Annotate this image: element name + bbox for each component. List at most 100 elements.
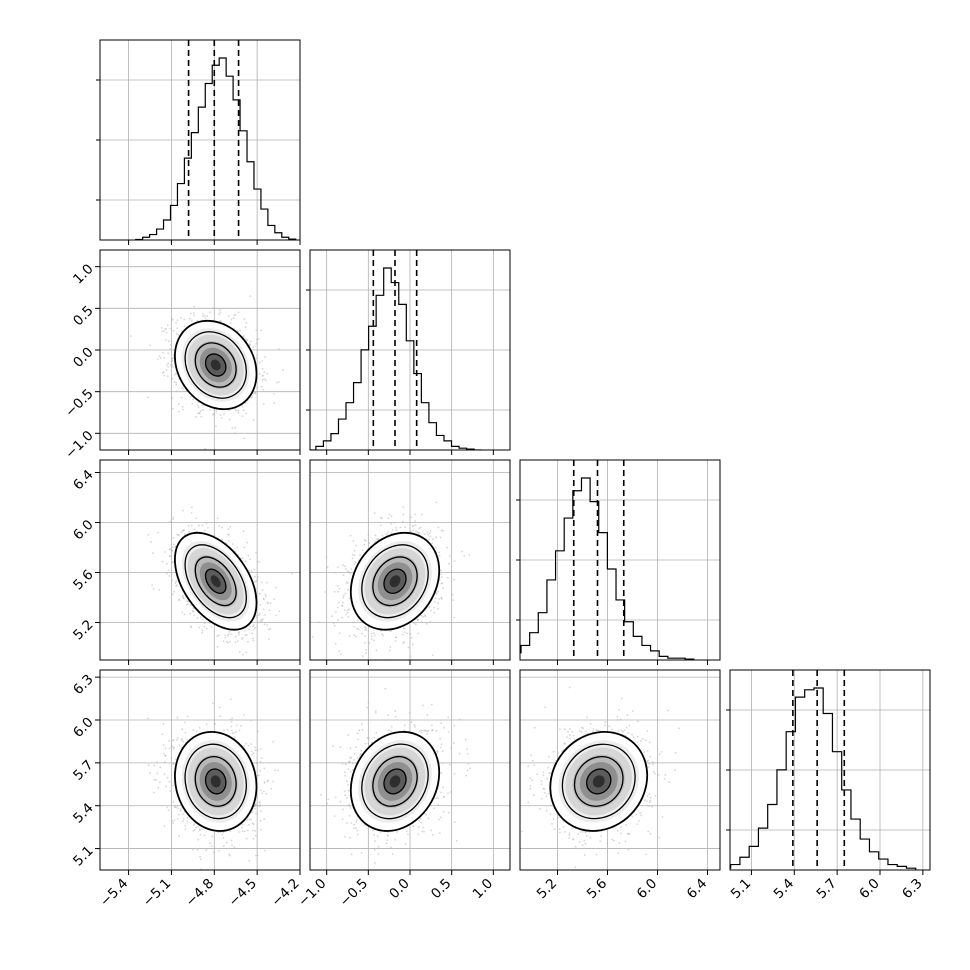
scatter-point — [351, 553, 354, 556]
scatter-point — [439, 536, 442, 539]
scatter-point — [243, 318, 246, 321]
scatter-point — [268, 638, 270, 641]
scatter-point — [402, 506, 405, 508]
scatter-point — [165, 369, 168, 372]
scatter-point — [264, 593, 267, 596]
scatter-point — [356, 627, 359, 630]
scatter-point — [171, 561, 173, 564]
scatter-point — [364, 652, 367, 654]
scatter-point — [178, 744, 181, 747]
scatter-point — [203, 529, 206, 532]
scatter-point — [159, 781, 161, 784]
scatter-point — [325, 556, 328, 559]
scatter-point — [172, 356, 175, 359]
scatter-point — [171, 378, 173, 381]
scatter-point — [342, 596, 345, 599]
scatter-point — [373, 634, 376, 637]
scatter-point — [257, 338, 260, 340]
scatter-point — [278, 610, 281, 613]
scatter-point — [235, 724, 238, 727]
scatter-point — [230, 633, 233, 636]
scatter-point — [171, 366, 174, 368]
scatter-point — [439, 569, 442, 572]
scatter-point — [333, 571, 336, 574]
scatter-point — [275, 614, 277, 617]
scatter-point — [182, 509, 184, 512]
scatter-point — [177, 403, 180, 405]
y-tick-label: 5.2 — [70, 617, 97, 644]
scatter-point — [228, 631, 231, 633]
scatter-point — [255, 812, 257, 815]
scatter-point — [193, 314, 195, 317]
scatter-point — [442, 529, 444, 532]
scatter-point — [333, 590, 336, 593]
scatter-point — [435, 592, 438, 595]
scatter-point — [219, 311, 222, 314]
scatter-point — [353, 563, 356, 566]
scatter-point — [324, 591, 326, 593]
scatter-point — [259, 604, 262, 606]
scatter-point — [261, 588, 264, 591]
scatter-point — [418, 531, 421, 534]
scatter-point — [184, 828, 187, 830]
scatter-point — [182, 740, 185, 743]
scatter-point — [344, 592, 347, 595]
scatter-point — [182, 529, 185, 532]
scatter-point — [277, 380, 280, 383]
scatter-panel-1-0: −1.0−0.50.00.51.0 — [62, 249, 301, 462]
scatter-point — [176, 738, 178, 741]
scatter-point — [231, 717, 234, 720]
scatter-point — [169, 548, 172, 550]
scatter-point — [153, 778, 156, 781]
panel-frame — [99, 39, 301, 241]
scatter-point — [237, 311, 240, 314]
scatter-point — [364, 540, 367, 542]
scatter-point — [250, 396, 253, 399]
scatter-point — [180, 396, 183, 399]
scatter-point — [433, 606, 436, 609]
scatter-point — [361, 632, 363, 635]
scatter-point — [173, 590, 176, 593]
scatter-point — [227, 528, 230, 530]
scatter-point — [346, 611, 349, 614]
scatter-point — [370, 635, 373, 638]
scatter-point — [207, 527, 209, 529]
scatter-point — [183, 318, 186, 321]
scatter-point — [418, 527, 421, 530]
scatter-point — [169, 327, 171, 330]
scatter-point — [337, 566, 339, 568]
scatter-point — [241, 557, 244, 560]
scatter-point — [260, 757, 263, 759]
scatter-point — [249, 340, 252, 343]
scatter-point — [342, 594, 345, 597]
scatter-point — [218, 309, 221, 311]
scatter-point — [428, 532, 431, 535]
scatter-point — [162, 351, 164, 354]
scatter-point — [244, 629, 247, 632]
scatter-point — [218, 525, 221, 527]
scatter-point — [175, 332, 178, 335]
scatter-point — [353, 634, 356, 637]
scatter-point — [238, 831, 240, 833]
scatter-point — [202, 408, 204, 411]
scatter-point — [182, 388, 185, 391]
scatter-point — [395, 636, 397, 639]
scatter-point — [205, 627, 208, 630]
scatter-point — [196, 617, 199, 619]
scatter-point — [338, 650, 340, 653]
scatter-point — [395, 529, 398, 532]
contour-line-3 — [174, 531, 258, 631]
scatter-panel-2-1 — [309, 459, 511, 665]
scatter-point — [244, 337, 247, 340]
scatter-point — [347, 588, 350, 591]
scatter-point — [258, 373, 261, 375]
scatter-point — [216, 635, 219, 638]
scatter-point — [178, 534, 180, 537]
scatter-point — [193, 528, 196, 531]
scatter-point — [215, 425, 217, 428]
scatter-point — [189, 625, 192, 628]
scatter-point — [402, 513, 405, 516]
scatter-point — [234, 641, 237, 643]
scatter-point — [174, 545, 177, 548]
